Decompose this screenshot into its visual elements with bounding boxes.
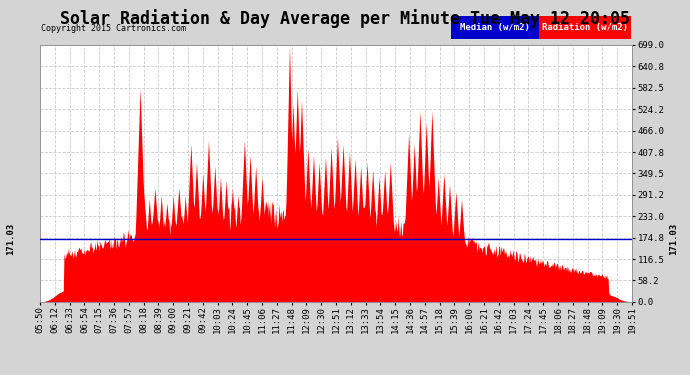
Text: Radiation (w/m2): Radiation (w/m2) bbox=[542, 23, 628, 32]
Text: Copyright 2015 Cartronics.com: Copyright 2015 Cartronics.com bbox=[41, 24, 186, 33]
Text: 171.03: 171.03 bbox=[6, 223, 14, 255]
Text: Median (w/m2): Median (w/m2) bbox=[460, 23, 530, 32]
Text: Solar Radiation & Day Average per Minute Tue May 12 20:05: Solar Radiation & Day Average per Minute… bbox=[60, 9, 630, 28]
Bar bbox=[451, 16, 539, 39]
Text: 171.03: 171.03 bbox=[669, 223, 678, 255]
Bar bbox=[539, 16, 631, 39]
